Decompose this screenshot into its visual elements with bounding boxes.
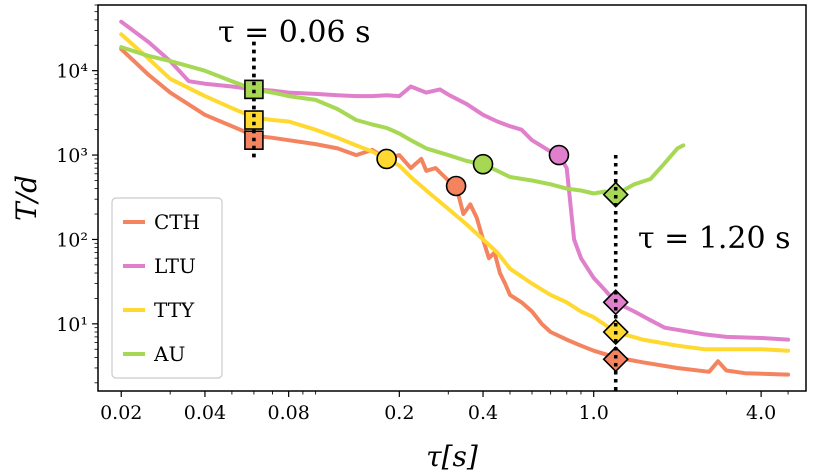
x-tick-label: 0.08: [268, 402, 310, 424]
annotation-tau-006: τ = 0.06 s: [218, 15, 371, 50]
y-tick-label: 10³: [56, 145, 88, 167]
x-tick-label: 0.4: [468, 402, 498, 424]
series-line-au: [119, 45, 686, 197]
x-tick-label: 0.04: [184, 402, 226, 424]
y-tick-label: 10¹: [56, 314, 88, 336]
legend-label-ltu: LTU: [154, 254, 196, 278]
annotation-tau-120: τ = 1.20 s: [638, 221, 791, 256]
y-tick-label: 10²: [56, 229, 88, 251]
x-axis-title: τ[s]: [426, 440, 478, 473]
x-tick-label: 4.0: [746, 402, 776, 424]
marker-circle-au: [472, 153, 494, 175]
marker-square-tty: [244, 110, 264, 130]
legend-label-au: AU: [153, 342, 185, 366]
y-axis-title: T/d: [10, 175, 43, 221]
x-tick-label: 0.02: [100, 402, 142, 424]
x-tick-label: 1.0: [579, 402, 609, 424]
marker-diamond-cth: [602, 346, 629, 373]
plot-frame: [97, 4, 807, 392]
marker-circle-tty: [376, 148, 397, 170]
y-tick-label: 10⁴: [56, 61, 88, 83]
legend-box: [111, 197, 223, 379]
marker-circle-ltu: [548, 144, 570, 166]
x-tick-label: 0.2: [384, 402, 414, 424]
legend-label-cth: CTH: [154, 210, 200, 234]
legend-label-tty: TTY: [154, 298, 195, 322]
marker-diamond-au: [602, 181, 629, 208]
marker-circle-cth: [445, 175, 467, 197]
